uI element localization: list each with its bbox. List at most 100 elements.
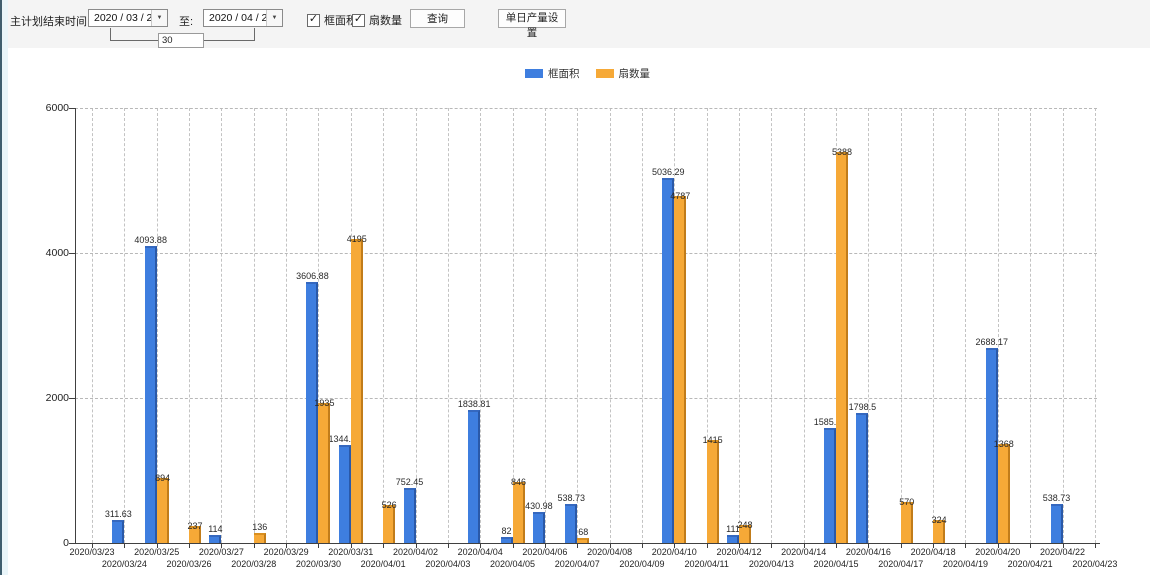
- x-axis-tick: [318, 544, 320, 548]
- y-axis-label: 4000: [45, 247, 69, 259]
- x-axis-tick: [480, 544, 482, 548]
- horizontal-gridline: [75, 253, 1097, 254]
- daily-output-settings-button[interactable]: 单日产量设置: [498, 9, 566, 39]
- vertical-gridline: [1062, 108, 1064, 543]
- x-axis-label: 2020/03/24: [101, 559, 147, 569]
- bar-fan-count: [997, 443, 1010, 543]
- legend-swatch-frame-area: [525, 69, 543, 78]
- bar-frame-area: [856, 412, 869, 543]
- x-axis-tick: [965, 544, 967, 548]
- x-axis-tick: [92, 544, 93, 548]
- x-axis-tick: [577, 544, 579, 548]
- x-axis-tick: [1062, 544, 1064, 548]
- vertical-gridline: [997, 108, 999, 543]
- checkbox-frame-area[interactable]: ✓ 框面积: [307, 12, 357, 28]
- x-axis-label: 2020/04/13: [748, 559, 794, 569]
- bar-frame-area: [144, 246, 157, 543]
- bar-value-label: 1415: [702, 435, 723, 446]
- vertical-gridline: [447, 108, 449, 543]
- vertical-gridline: [383, 108, 385, 543]
- bar-value-label: 5036.29: [652, 166, 685, 177]
- x-axis-label: 2020/04/18: [910, 547, 956, 557]
- horizontal-gridline: [75, 108, 1097, 109]
- x-axis-line: [69, 543, 1100, 544]
- date-from-value: 2020 / 03 / 24: [94, 12, 151, 24]
- date-range-connector-line: [254, 28, 255, 41]
- vertical-gridline: [771, 108, 773, 543]
- checkbox-icon[interactable]: ✓: [352, 13, 365, 27]
- bar-frame-area: [468, 409, 481, 543]
- date-from-picker[interactable]: 2020 / 03 / 24 ▼: [88, 9, 168, 27]
- bar-frame-area: [403, 488, 416, 543]
- bar-frame-area: [824, 428, 837, 543]
- bar-value-label: 82: [501, 526, 512, 537]
- x-axis-tick: [836, 544, 838, 548]
- to-label: 至:: [179, 16, 194, 28]
- bar-value-label: 4787: [670, 190, 691, 201]
- x-axis-tick: [189, 544, 191, 548]
- vertical-gridline: [318, 108, 320, 543]
- bar-frame-area: [565, 503, 578, 543]
- bar-value-label: 324: [931, 514, 947, 525]
- vertical-gridline: [156, 108, 158, 543]
- vertical-gridline: [124, 108, 126, 543]
- x-axis-tick: [739, 544, 740, 548]
- x-axis-tick: [253, 544, 255, 548]
- vertical-gridline: [221, 108, 223, 543]
- x-axis-label: 2020/04/23: [1072, 559, 1118, 569]
- bar-value-label: 5388: [832, 147, 853, 158]
- x-axis-label: 2020/04/15: [813, 559, 859, 569]
- vertical-gridline: [286, 108, 288, 543]
- x-axis-label: 2020/04/14: [781, 547, 827, 557]
- x-axis-tick: [156, 544, 158, 548]
- checkbox-icon[interactable]: ✓: [307, 13, 320, 27]
- vertical-gridline: [577, 108, 579, 543]
- chart-legend: 框面积 扇数量: [525, 66, 650, 81]
- vertical-gridline: [641, 108, 643, 543]
- x-axis-label: 2020/04/12: [716, 547, 762, 557]
- x-axis-tick: [350, 544, 352, 548]
- x-axis-label: 2020/04/04: [457, 547, 503, 557]
- bar-value-label: 68: [578, 527, 589, 538]
- x-axis-label: 2020/03/28: [231, 559, 277, 569]
- x-axis-tick: [1030, 544, 1032, 548]
- bar-value-label: 237: [187, 520, 203, 531]
- bar-fan-count: [900, 501, 913, 543]
- bar-frame-area: [727, 534, 739, 543]
- y-axis-tick: [69, 253, 75, 254]
- bar-value-label: 570: [899, 496, 915, 507]
- x-axis-label: 2020/04/03: [425, 559, 471, 569]
- date-to-picker[interactable]: 2020 / 04 / 23 ▼: [203, 9, 283, 27]
- bar-frame-area: [532, 511, 545, 543]
- x-axis-tick: [124, 544, 126, 548]
- vertical-gridline: [609, 108, 611, 543]
- query-button[interactable]: 查询: [410, 9, 465, 28]
- bar-value-label: 752.45: [395, 477, 424, 488]
- bar-value-label: 1368: [993, 438, 1014, 449]
- bar-fan-count: [189, 525, 202, 543]
- checkbox-fan-count[interactable]: ✓ 扇数量: [352, 12, 402, 28]
- bar-fan-count: [674, 195, 687, 543]
- bar-frame-area: [1050, 503, 1063, 543]
- x-axis-label: 2020/04/16: [845, 547, 891, 557]
- x-axis-label: 2020/03/31: [328, 547, 374, 557]
- date-from-dropdown-button[interactable]: ▼: [151, 10, 167, 26]
- vertical-gridline: [706, 108, 708, 543]
- bar-value-label: 1935: [314, 397, 335, 408]
- date-to-dropdown-button[interactable]: ▼: [266, 10, 282, 26]
- window-left-edge: [0, 0, 2, 575]
- x-axis-label: 2020/04/10: [651, 547, 697, 557]
- interval-days-input[interactable]: 30: [158, 33, 204, 48]
- x-axis-label: 2020/03/29: [263, 547, 309, 557]
- bar-frame-area: [662, 177, 675, 543]
- x-axis-label: 2020/03/27: [198, 547, 244, 557]
- x-axis-label: 2020/04/19: [942, 559, 988, 569]
- vertical-gridline: [512, 108, 514, 543]
- x-axis-label: 2020/04/09: [619, 559, 665, 569]
- x-axis-tick: [415, 544, 417, 548]
- x-axis-tick: [706, 544, 708, 548]
- x-axis-label: 2020/04/21: [1007, 559, 1053, 569]
- bar-frame-area: [500, 537, 513, 543]
- bar-value-label: 136: [252, 522, 268, 533]
